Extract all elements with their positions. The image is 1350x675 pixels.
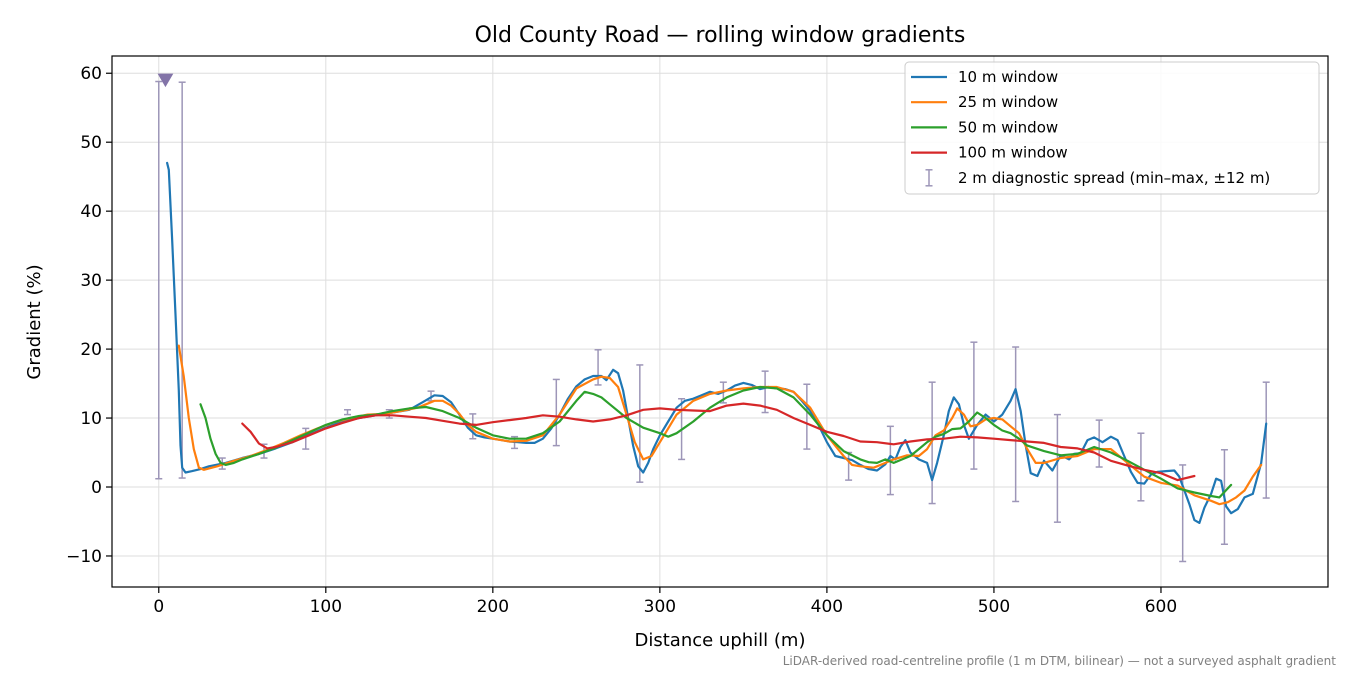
- y-axis-label: Gradient (%): [24, 264, 45, 379]
- plot-frame: [111, 55, 1329, 588]
- y-tick-label: 50: [80, 133, 102, 153]
- source-note: LiDAR-derived road-centreline profile (1…: [782, 654, 1336, 668]
- x-tick-label: 500: [978, 597, 1010, 617]
- y-axis-ticks: −10 0 10 20 30 40 50 60: [66, 64, 112, 567]
- legend: 10 m window 25 m window 50 m window 100 m w…: [904, 61, 1320, 195]
- x-tick-label: 400: [811, 597, 843, 617]
- legend-label: 25 m window: [958, 93, 1058, 111]
- y-tick-label: 10: [80, 409, 102, 429]
- y-tick-label: −10: [66, 547, 102, 567]
- y-tick-label: 40: [80, 202, 102, 222]
- y-tick-label: 60: [80, 64, 102, 84]
- series-line-4: [241, 402, 1196, 482]
- x-tick-label: 300: [644, 597, 676, 617]
- clipped-marker: [157, 73, 174, 88]
- chart-title: Old County Road — rolling window gradien…: [475, 23, 966, 48]
- x-tick-label: 100: [310, 597, 342, 617]
- legend-label: 100 m window: [958, 144, 1068, 162]
- legend-label: 50 m window: [958, 118, 1058, 136]
- x-tick-label: 600: [1145, 597, 1177, 617]
- legend-box: [904, 61, 1320, 195]
- y-tick-label: 20: [80, 340, 102, 360]
- x-axis-ticks: 0 100 200 300 400 500 600: [153, 587, 1177, 617]
- series-line-3: [199, 385, 1233, 499]
- x-tick-label: 200: [477, 597, 509, 617]
- y-tick-label: 0: [91, 478, 102, 498]
- clipped-triangle-marker: [157, 73, 174, 88]
- series-lines: [166, 161, 1268, 524]
- x-tick-label: 0: [153, 597, 164, 617]
- y-tick-label: 30: [80, 271, 102, 291]
- legend-label: 10 m window: [958, 68, 1058, 86]
- legend-label: 2 m diagnostic spread (min–max, ±12 m): [958, 169, 1270, 187]
- x-axis-label: Distance uphill (m): [635, 630, 806, 651]
- series-line-1: [166, 161, 1268, 524]
